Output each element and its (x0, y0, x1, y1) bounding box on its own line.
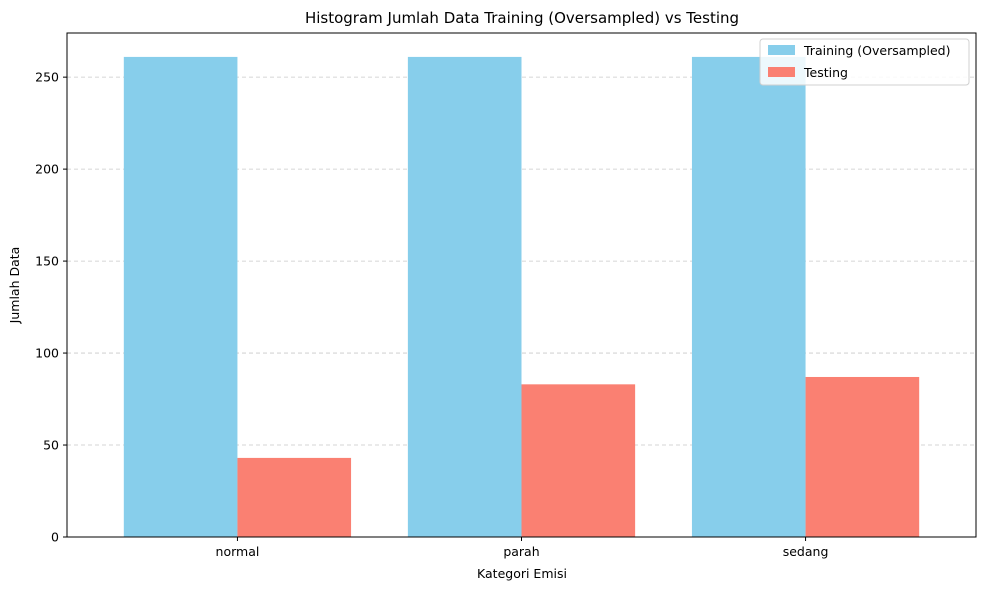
legend-label-testing: Testing (803, 65, 848, 80)
x-axis-label: Kategori Emisi (477, 566, 567, 581)
legend-swatch-training (768, 45, 795, 55)
y-axis-ticks: 0 50 100 150 200 250 (35, 70, 67, 545)
y-tick-label: 0 (51, 530, 59, 545)
x-axis-ticks: normal parah sedang (216, 537, 829, 559)
chart-title: Histogram Jumlah Data Training (Oversamp… (305, 9, 739, 27)
bars (123, 56, 920, 537)
y-tick-label: 200 (35, 162, 59, 177)
y-axis-label: Jumlah Data (7, 247, 22, 325)
legend-label-training: Training (Oversampled) (803, 43, 951, 58)
bar-testing-normal (237, 457, 352, 537)
y-tick-label: 100 (35, 346, 59, 361)
bar-training-sedang (691, 56, 806, 537)
y-tick-label: 50 (43, 438, 59, 453)
x-tick-label: sedang (783, 544, 829, 559)
bar-training-parah (407, 56, 522, 537)
bar-training-normal (123, 56, 238, 537)
x-tick-label: normal (216, 544, 260, 559)
legend-swatch-testing (768, 67, 795, 77)
x-tick-label: parah (503, 544, 539, 559)
y-tick-label: 150 (35, 254, 59, 269)
bar-testing-sedang (805, 376, 920, 537)
legend: Training (Oversampled) Testing (759, 38, 970, 86)
bar-testing-parah (521, 384, 636, 537)
y-tick-label: 250 (35, 70, 59, 85)
legend-box (759, 38, 970, 86)
